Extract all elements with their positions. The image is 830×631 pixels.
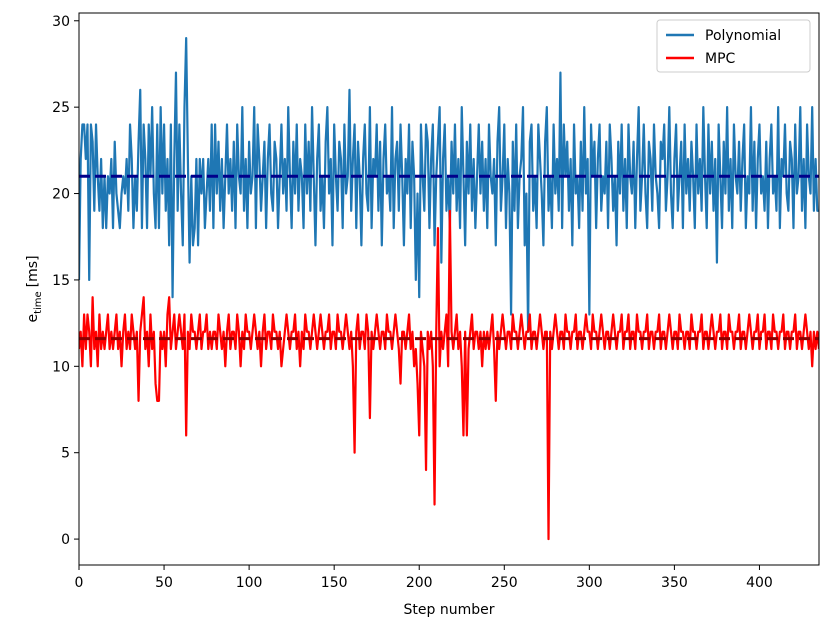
x-axis-label: Step number: [404, 602, 495, 618]
series-line: [79, 209, 819, 541]
y-tick-label: 30: [52, 14, 70, 30]
x-tick-label: 50: [155, 575, 173, 591]
plot-frame: [78, 12, 820, 566]
x-tick-label: 350: [661, 575, 688, 591]
y-label-main: e: [25, 314, 41, 323]
x-tick-label: 0: [75, 575, 84, 591]
y-tick-label: 5: [61, 446, 70, 462]
y-tick-label: 15: [52, 273, 70, 289]
legend-label: Polynomial: [705, 28, 781, 44]
x-tick-label: 200: [406, 575, 433, 591]
y-tick-label: 20: [52, 187, 70, 203]
x-tick-label: 300: [576, 575, 603, 591]
legend-label: MPC: [705, 51, 736, 67]
x-tick-label: 400: [746, 575, 773, 591]
y-tick-label: 25: [52, 100, 70, 116]
legend-box: [656, 19, 811, 73]
y-tick-label: 10: [52, 359, 70, 375]
y-label-sub: time: [33, 291, 44, 314]
y-axis-label: etime [ms]: [25, 255, 44, 322]
y-label-unit: [ms]: [25, 255, 41, 287]
x-tick-label: 100: [236, 575, 263, 591]
y-tick-label: 0: [61, 532, 70, 548]
x-tick-label: 250: [491, 575, 518, 591]
x-tick-label: 150: [321, 575, 348, 591]
